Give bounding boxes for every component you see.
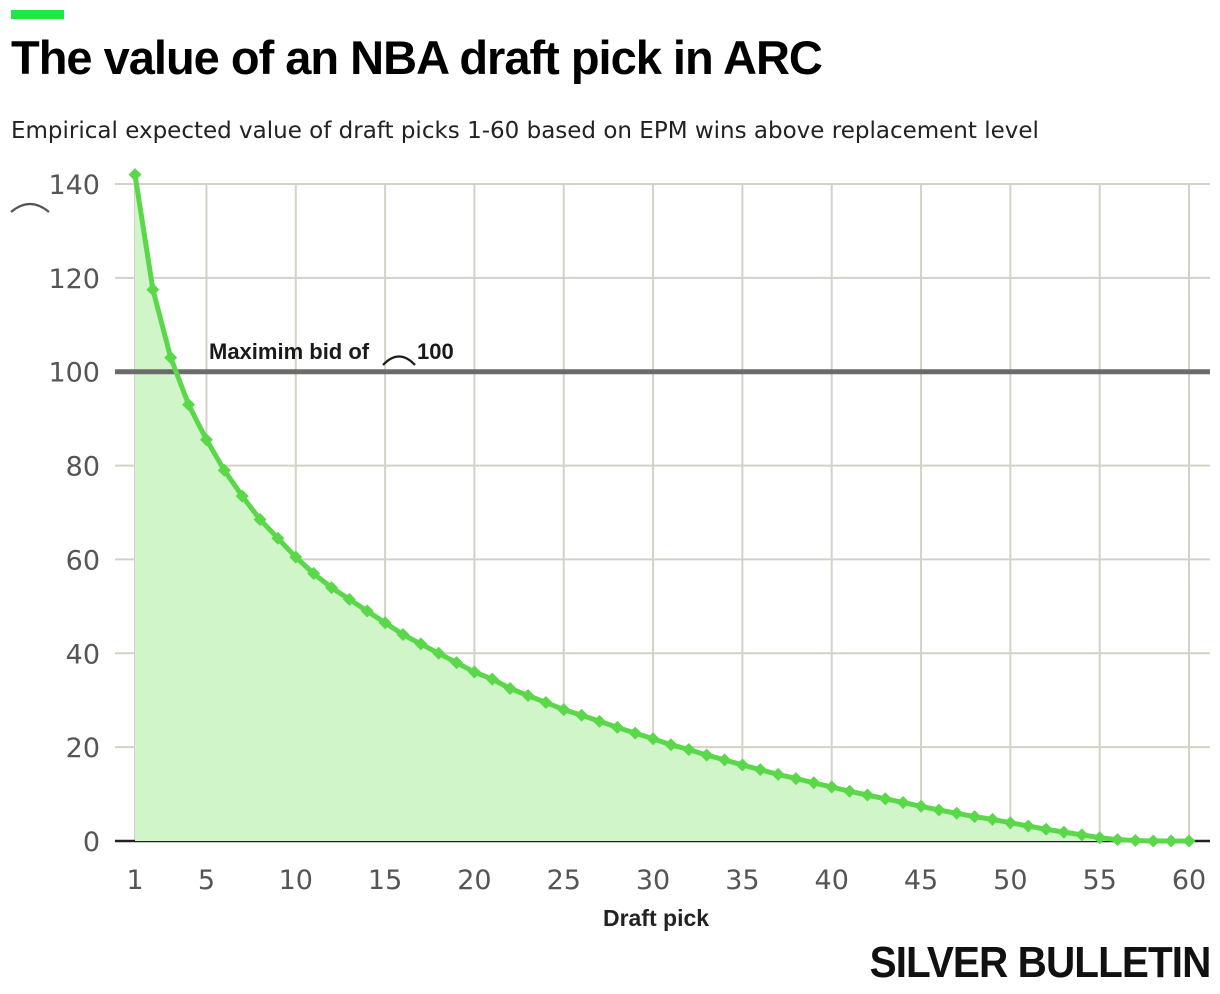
data-point-pick-12 [325, 581, 339, 595]
data-point-pick-38 [789, 772, 803, 786]
x-tick-label-1: 1 [126, 865, 143, 896]
data-point-pick-42 [860, 788, 874, 802]
data-point-pick-49 [985, 812, 999, 826]
data-point-pick-24 [539, 696, 553, 710]
data-point-pick-22 [503, 681, 517, 695]
x-tick-label-15: 15 [368, 865, 402, 896]
brand-logo: SILVER BULLETIN [869, 938, 1211, 987]
data-point-pick-44 [896, 796, 910, 810]
data-point-pick-29 [628, 726, 642, 740]
brand-accent-bar [11, 10, 64, 19]
x-tick-label-40: 40 [815, 865, 849, 896]
y-tick-label-20: 20 [66, 733, 100, 764]
y-tick-label-120: 120 [48, 264, 100, 295]
data-point-pick-4 [182, 398, 196, 412]
y-tick-label-80: 80 [66, 452, 100, 483]
reference-line-label-prefix: Maximim bid of [209, 339, 370, 364]
data-point-pick-60 [1182, 834, 1196, 848]
data-point-pick-43 [878, 792, 892, 806]
data-point-pick-46 [932, 803, 946, 817]
data-point-pick-35 [735, 758, 749, 772]
data-point-pick-52 [1039, 822, 1053, 836]
data-points [128, 168, 1196, 848]
x-tick-label-10: 10 [279, 865, 313, 896]
data-point-pick-32 [682, 742, 696, 756]
y-tick-label-0: 0 [83, 827, 100, 858]
x-tick-label-55: 55 [1082, 865, 1116, 896]
x-tick-label-30: 30 [636, 865, 670, 896]
data-point-pick-37 [771, 767, 785, 781]
data-point-pick-9 [271, 531, 285, 545]
y-tick-label-60: 60 [66, 545, 100, 576]
data-point-pick-2 [146, 283, 160, 297]
y-tick-label-140: 140 [48, 170, 100, 201]
data-point-pick-51 [1021, 819, 1035, 833]
data-point-pick-3 [164, 351, 178, 365]
data-point-pick-31 [664, 738, 678, 752]
x-tick-label-50: 50 [993, 865, 1027, 896]
data-point-pick-20 [467, 665, 481, 679]
data-point-pick-28 [610, 720, 624, 734]
data-point-pick-36 [753, 763, 767, 777]
data-point-pick-10 [289, 550, 303, 564]
data-point-pick-54 [1075, 828, 1089, 842]
data-point-pick-34 [718, 753, 732, 767]
x-tick-label-35: 35 [725, 865, 759, 896]
data-point-pick-55 [1093, 831, 1107, 845]
x-tick-label-60: 60 [1172, 865, 1206, 896]
currency-symbol-icon [382, 355, 416, 366]
data-point-pick-11 [307, 567, 321, 581]
x-tick-label-25: 25 [547, 865, 581, 896]
data-point-pick-41 [843, 784, 857, 798]
data-point-pick-33 [700, 748, 714, 762]
data-point-pick-17 [414, 637, 428, 651]
data-point-pick-19 [450, 656, 464, 670]
currency-symbol-icon [10, 202, 50, 213]
data-point-pick-18 [432, 646, 446, 660]
data-point-pick-1 [128, 168, 142, 182]
x-axis-label: Draft pick [603, 905, 709, 931]
data-point-pick-48 [968, 810, 982, 824]
y-tick-label-100: 100 [48, 358, 100, 389]
data-point-pick-7 [235, 489, 249, 503]
data-point-pick-45 [914, 799, 928, 813]
chart-title: The value of an NBA draft pick in ARC [11, 31, 823, 84]
data-point-pick-14 [360, 604, 374, 618]
x-tick-label-45: 45 [904, 865, 938, 896]
data-point-pick-47 [950, 806, 964, 820]
data-point-pick-16 [396, 628, 410, 642]
x-tick-label-20: 20 [457, 865, 491, 896]
reference-line-label-value: 100 [417, 339, 454, 364]
x-tick-label-5: 5 [198, 865, 215, 896]
data-point-pick-30 [646, 732, 660, 746]
data-point-pick-5 [199, 433, 213, 447]
data-point-pick-13 [342, 592, 356, 606]
data-point-pick-23 [521, 689, 535, 703]
data-point-pick-50 [1003, 816, 1017, 830]
data-point-pick-21 [485, 672, 499, 686]
data-point-pick-39 [807, 776, 821, 790]
data-point-pick-40 [825, 780, 839, 794]
data-point-pick-8 [253, 513, 267, 527]
data-point-pick-25 [557, 703, 571, 717]
x-axis-ticks: 1 5 10 15 20 25 30 35 40 45 50 55 60 [126, 865, 1206, 896]
y-axis-ticks: 0 20 40 60 80 100 120 140 [10, 170, 100, 858]
data-point-pick-57 [1128, 834, 1142, 848]
data-point-pick-59 [1164, 834, 1178, 848]
data-point-pick-27 [592, 714, 606, 728]
data-point-pick-56 [1111, 833, 1125, 847]
chart-subtitle: Empirical expected value of draft picks … [11, 118, 1039, 144]
area-fill [135, 174, 1189, 842]
data-point-pick-15 [378, 616, 392, 630]
data-point-pick-58 [1146, 834, 1160, 848]
y-tick-label-40: 40 [66, 639, 100, 670]
reference-line-annotation: Maximim bid of 100 [209, 339, 454, 366]
data-point-pick-26 [575, 708, 589, 722]
data-point-pick-53 [1057, 825, 1071, 839]
data-point-pick-6 [217, 463, 231, 477]
